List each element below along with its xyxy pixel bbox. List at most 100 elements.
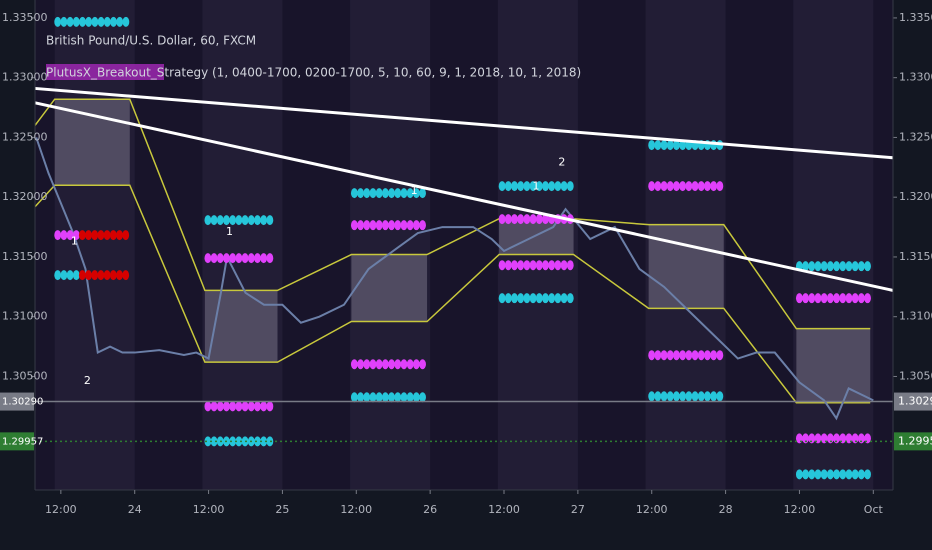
dot [388, 359, 395, 370]
dot [542, 260, 549, 271]
dot [845, 261, 853, 272]
dot [511, 181, 518, 192]
dot [254, 253, 261, 264]
dot [78, 270, 86, 281]
y-tick-label: 1.30500 [899, 369, 932, 382]
dot [814, 293, 822, 304]
price-tag: 1.29957 [898, 434, 932, 447]
dot [247, 215, 255, 226]
dot [554, 260, 562, 271]
dot [66, 230, 74, 241]
dot [85, 230, 92, 241]
dot-row [204, 401, 274, 412]
x-tick-label: 12:00 [488, 503, 520, 516]
dot [648, 391, 656, 402]
price-tag: 1.30290 [2, 397, 43, 408]
dot [691, 350, 699, 361]
dot [529, 293, 537, 304]
dot [685, 350, 693, 361]
dot [54, 16, 62, 27]
plot-area [35, 0, 893, 490]
dot [820, 293, 828, 304]
trendline [34, 86, 894, 160]
dot [394, 220, 402, 231]
dot [839, 293, 847, 304]
dot [394, 188, 402, 199]
dot [85, 270, 92, 281]
y-tick-label: 1.31000 [899, 310, 932, 323]
dot [666, 140, 674, 151]
dot [72, 270, 80, 281]
dot [523, 181, 531, 192]
dot [839, 469, 847, 480]
dot [419, 188, 426, 199]
dot [260, 436, 268, 447]
dot [710, 350, 718, 361]
dot [857, 261, 865, 272]
dot [523, 293, 531, 304]
dot [54, 230, 62, 241]
dot [648, 350, 656, 361]
session-band [497, 0, 578, 490]
price-tag-box [894, 432, 932, 451]
channel-lower [34, 184, 871, 404]
dot [216, 253, 224, 264]
dot [381, 188, 389, 199]
dot [363, 220, 371, 231]
dot [523, 214, 531, 225]
dot [660, 181, 668, 192]
dot [97, 16, 105, 27]
dot [406, 188, 414, 199]
dot [566, 293, 574, 304]
dot [260, 401, 268, 412]
dot [241, 215, 249, 226]
dot [54, 270, 62, 281]
dot [210, 401, 218, 412]
dot [535, 260, 543, 271]
dot-row [648, 350, 724, 361]
dot [394, 392, 402, 403]
dot [254, 436, 261, 447]
annotation: 1 [226, 225, 233, 238]
dot [666, 350, 674, 361]
dot [266, 436, 274, 447]
dot [826, 469, 834, 480]
dot [406, 359, 414, 370]
dot [122, 16, 130, 27]
dot [412, 359, 420, 370]
dot [857, 293, 865, 304]
dot [535, 181, 543, 192]
dot [412, 392, 420, 403]
dot [851, 261, 859, 272]
dot [97, 270, 105, 281]
dot [116, 230, 123, 241]
dot [229, 401, 237, 412]
annotation: 1 [71, 234, 78, 247]
dot [363, 359, 371, 370]
x-tick-label: 12:00 [340, 503, 372, 516]
dot [704, 391, 711, 402]
dot [375, 392, 383, 403]
dot [511, 214, 518, 225]
dot [400, 392, 408, 403]
dot [704, 350, 711, 361]
y-tick-label: 1.32500 [899, 130, 932, 143]
x-tick-label: 28 [719, 503, 733, 516]
dot [833, 261, 840, 272]
dot [542, 214, 549, 225]
dot [685, 391, 693, 402]
dot [826, 293, 834, 304]
dot [517, 293, 525, 304]
dot [691, 391, 699, 402]
dot [260, 215, 268, 226]
dot [210, 253, 218, 264]
trendline [34, 101, 894, 292]
dot [210, 436, 218, 447]
dot [241, 401, 249, 412]
dot-row [795, 261, 871, 272]
dot [72, 230, 80, 241]
dot [235, 436, 243, 447]
price-line [35, 137, 874, 421]
dot [560, 181, 568, 192]
channel-upper [34, 98, 871, 330]
